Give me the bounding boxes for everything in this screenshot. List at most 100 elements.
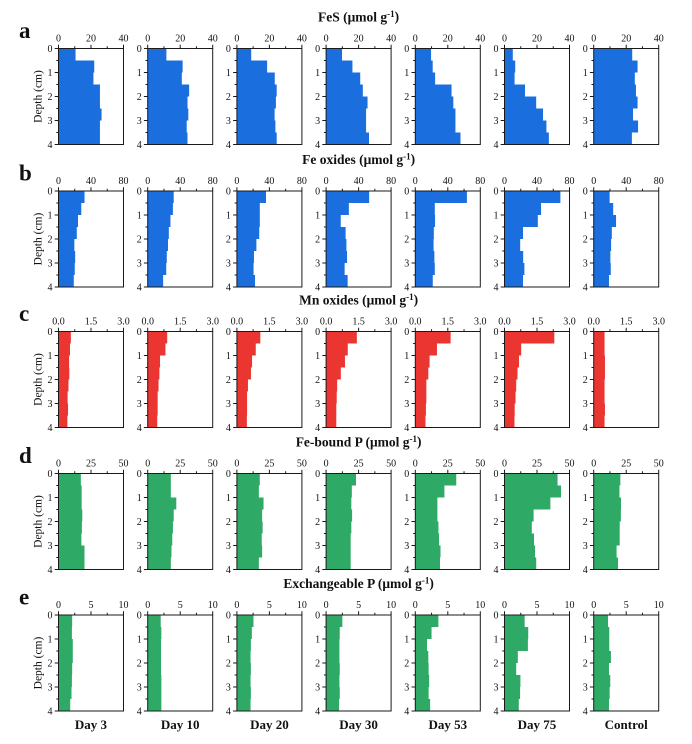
svg-text:3: 3 — [137, 683, 142, 694]
svg-text:1: 1 — [315, 351, 320, 362]
svg-text:Day 20: Day 20 — [250, 717, 289, 732]
svg-text:3: 3 — [404, 541, 409, 552]
svg-text:1: 1 — [137, 211, 142, 222]
svg-text:0: 0 — [226, 469, 231, 480]
svg-text:0: 0 — [583, 44, 588, 55]
svg-text:2: 2 — [48, 375, 53, 386]
svg-text:3: 3 — [48, 116, 53, 127]
svg-text:1: 1 — [404, 68, 409, 79]
svg-text:1: 1 — [315, 211, 320, 222]
svg-text:0: 0 — [583, 469, 588, 480]
svg-text:5: 5 — [178, 600, 183, 611]
svg-text:0: 0 — [145, 176, 150, 187]
svg-text:4: 4 — [404, 707, 409, 718]
svg-text:25: 25 — [264, 459, 274, 470]
svg-text:0: 0 — [502, 600, 507, 611]
svg-text:2: 2 — [48, 92, 53, 103]
svg-text:0: 0 — [591, 34, 596, 45]
svg-text:1: 1 — [226, 211, 231, 222]
svg-text:50: 50 — [565, 459, 575, 470]
svg-text:20: 20 — [175, 34, 185, 45]
svg-text:2: 2 — [494, 659, 499, 670]
svg-text:4: 4 — [494, 283, 499, 294]
svg-text:20: 20 — [532, 34, 542, 45]
svg-text:20: 20 — [443, 34, 453, 45]
svg-text:1: 1 — [48, 351, 53, 362]
svg-text:3: 3 — [48, 399, 53, 410]
svg-text:0.0: 0.0 — [498, 317, 511, 328]
svg-text:40: 40 — [386, 34, 396, 45]
svg-text:2: 2 — [315, 517, 320, 528]
svg-text:0: 0 — [404, 187, 409, 198]
svg-text:2: 2 — [494, 92, 499, 103]
svg-text:40: 40 — [621, 176, 631, 187]
svg-text:20: 20 — [621, 34, 631, 45]
svg-text:4: 4 — [226, 140, 231, 151]
svg-text:0: 0 — [48, 327, 53, 338]
svg-text:1: 1 — [583, 635, 588, 646]
svg-text:2: 2 — [404, 235, 409, 246]
svg-text:Depth (cm): Depth (cm) — [33, 636, 45, 689]
svg-text:2: 2 — [137, 92, 142, 103]
svg-text:0: 0 — [234, 600, 239, 611]
svg-text:1: 1 — [137, 351, 142, 362]
svg-text:10: 10 — [386, 600, 396, 611]
svg-text:0: 0 — [145, 600, 150, 611]
svg-text:3: 3 — [48, 259, 53, 270]
svg-text:0: 0 — [315, 611, 320, 622]
svg-text:50: 50 — [119, 459, 129, 470]
svg-text:0: 0 — [502, 459, 507, 470]
svg-text:3.0: 3.0 — [296, 317, 309, 328]
svg-text:1.5: 1.5 — [174, 317, 187, 328]
svg-text:0: 0 — [234, 176, 239, 187]
svg-text:0: 0 — [315, 187, 320, 198]
svg-text:3: 3 — [494, 399, 499, 410]
svg-text:25: 25 — [532, 459, 542, 470]
svg-text:1: 1 — [494, 68, 499, 79]
svg-text:40: 40 — [119, 34, 129, 45]
svg-text:1: 1 — [583, 68, 588, 79]
svg-text:0: 0 — [494, 611, 499, 622]
svg-text:1: 1 — [583, 351, 588, 362]
svg-text:2: 2 — [48, 517, 53, 528]
svg-text:3: 3 — [494, 541, 499, 552]
svg-text:0: 0 — [315, 44, 320, 55]
svg-text:4: 4 — [494, 423, 499, 434]
svg-text:0: 0 — [145, 34, 150, 45]
svg-text:25: 25 — [175, 459, 185, 470]
svg-text:2: 2 — [226, 517, 231, 528]
svg-text:4: 4 — [583, 707, 588, 718]
svg-text:0: 0 — [413, 600, 418, 611]
svg-text:1: 1 — [494, 211, 499, 222]
svg-text:3: 3 — [315, 541, 320, 552]
svg-text:4: 4 — [494, 707, 499, 718]
svg-text:4: 4 — [583, 565, 588, 576]
svg-text:3.0: 3.0 — [474, 317, 487, 328]
svg-text:3: 3 — [315, 683, 320, 694]
svg-text:Mn oxides (μmol g-1): Mn oxides (μmol g-1) — [299, 292, 418, 308]
svg-text:0: 0 — [404, 327, 409, 338]
svg-text:4: 4 — [315, 140, 320, 151]
svg-text:2: 2 — [48, 659, 53, 670]
svg-text:3: 3 — [226, 683, 231, 694]
svg-text:5: 5 — [356, 600, 361, 611]
svg-text:80: 80 — [386, 176, 396, 187]
svg-text:2: 2 — [404, 659, 409, 670]
svg-text:1: 1 — [583, 211, 588, 222]
svg-text:5: 5 — [535, 600, 540, 611]
svg-text:2: 2 — [226, 92, 231, 103]
svg-text:4: 4 — [404, 283, 409, 294]
svg-text:3: 3 — [583, 116, 588, 127]
svg-text:0: 0 — [145, 459, 150, 470]
svg-text:2: 2 — [137, 517, 142, 528]
svg-text:25: 25 — [86, 459, 96, 470]
svg-text:4: 4 — [404, 140, 409, 151]
svg-text:2: 2 — [583, 375, 588, 386]
svg-text:20: 20 — [86, 34, 96, 45]
svg-text:50: 50 — [297, 459, 307, 470]
svg-text:4: 4 — [494, 140, 499, 151]
svg-text:1: 1 — [494, 493, 499, 504]
svg-text:0: 0 — [404, 611, 409, 622]
svg-text:0: 0 — [591, 600, 596, 611]
svg-text:0: 0 — [413, 176, 418, 187]
